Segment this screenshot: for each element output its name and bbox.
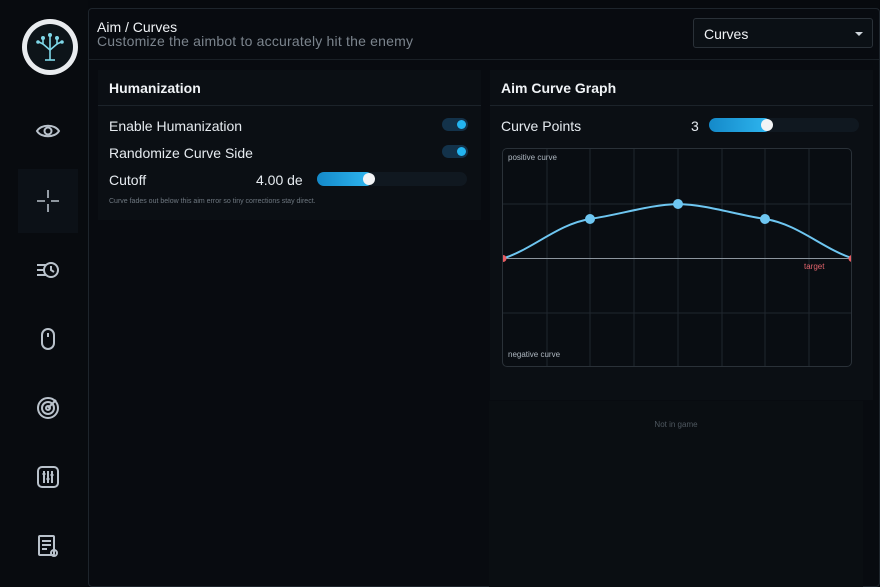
game-status: Not in game bbox=[654, 420, 698, 429]
eye-icon bbox=[35, 124, 61, 138]
start-point bbox=[503, 255, 507, 262]
page-title: Aim / Curves bbox=[97, 19, 178, 35]
sidebar bbox=[0, 0, 88, 587]
curve-points-label: Curve Points bbox=[501, 118, 582, 134]
page-subtitle: Customize the aimbot to accurately hit t… bbox=[97, 33, 414, 49]
panel-divider bbox=[490, 105, 873, 106]
target-label: target bbox=[804, 262, 825, 271]
cutoff-label: Cutoff bbox=[109, 172, 147, 188]
mouse-icon bbox=[41, 328, 55, 350]
cutoff-value: 4.00 de bbox=[256, 172, 303, 188]
checklist-icon bbox=[38, 535, 58, 557]
panel-divider bbox=[98, 105, 481, 106]
randomize-curve-side-toggle[interactable] bbox=[442, 145, 468, 158]
target-point bbox=[848, 255, 851, 262]
speed-icon bbox=[37, 262, 59, 278]
nav-speed[interactable] bbox=[18, 238, 78, 302]
cutoff-slider[interactable] bbox=[317, 172, 467, 186]
randomize-curve-side-label: Randomize Curve Side bbox=[109, 145, 253, 161]
curve-points-value: 3 bbox=[691, 118, 699, 134]
radar-icon bbox=[37, 397, 59, 419]
nav-config[interactable] bbox=[18, 514, 78, 578]
mode-select-value: Curves bbox=[704, 26, 749, 42]
curve-points-slider[interactable] bbox=[709, 118, 859, 132]
nav-radar[interactable] bbox=[18, 376, 78, 440]
curve-graph[interactable]: positive curve negative curve target bbox=[502, 148, 852, 367]
nav-visuals[interactable] bbox=[18, 99, 78, 163]
nav-mouse[interactable] bbox=[18, 307, 78, 371]
humanization-title: Humanization bbox=[109, 80, 201, 96]
status-area: Not in game bbox=[489, 401, 863, 587]
curve-point-1[interactable] bbox=[585, 214, 595, 224]
curve-graph-canvas bbox=[503, 149, 851, 366]
negative-curve-label: negative curve bbox=[508, 350, 561, 359]
enable-humanization-toggle[interactable] bbox=[442, 118, 468, 131]
cutoff-hint: Curve fades out below this aim error so … bbox=[109, 198, 316, 205]
tree-circuit-icon bbox=[36, 33, 64, 61]
header-divider bbox=[89, 59, 879, 60]
mode-select[interactable]: Curves bbox=[693, 18, 873, 48]
positive-curve-label: positive curve bbox=[508, 153, 557, 162]
chevron-down-icon bbox=[855, 32, 863, 36]
curve-graph-title: Aim Curve Graph bbox=[501, 80, 617, 96]
sliders-icon bbox=[37, 466, 59, 488]
curve-graph-panel: Aim Curve Graph Curve Points 3 bbox=[490, 70, 873, 400]
crosshair-icon bbox=[37, 190, 59, 212]
main-content: Aim / Curves Customize the aimbot to acc… bbox=[88, 8, 880, 587]
nav-settings[interactable] bbox=[18, 445, 78, 509]
app-logo bbox=[22, 19, 78, 75]
curve-point-2[interactable] bbox=[673, 199, 683, 209]
nav-aim[interactable] bbox=[18, 169, 78, 233]
curve-point-3[interactable] bbox=[760, 214, 770, 224]
humanization-panel: Humanization Enable Humanization Randomi… bbox=[98, 70, 481, 220]
enable-humanization-label: Enable Humanization bbox=[109, 118, 243, 134]
